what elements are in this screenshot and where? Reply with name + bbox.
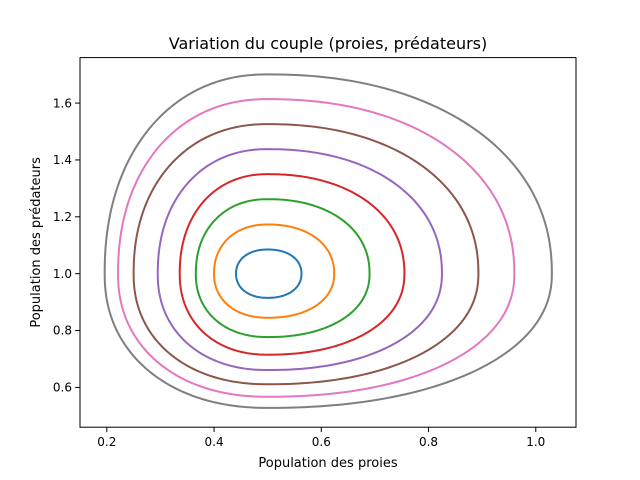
orbit-curve-4	[178, 173, 406, 356]
x-tick-label: 0.8	[419, 435, 438, 449]
x-tick-label: 0.4	[205, 435, 224, 449]
x-tick-label: 1.0	[526, 435, 545, 449]
orbit-curve-8	[103, 73, 553, 409]
y-axis-label: Population des prédateurs	[29, 157, 44, 328]
y-tick-label: 1.6	[53, 96, 72, 110]
x-axis-ticks: 0.2 0.4 0.6 0.8 1.0	[97, 427, 545, 449]
plot-frame	[79, 57, 577, 428]
y-tick-label: 0.6	[53, 381, 72, 395]
chart-title: Variation du couple (proies, prédateurs)	[169, 34, 488, 53]
y-axis-ticks: 0.6 0.8 1.0 1.2 1.4 1.6	[53, 96, 80, 395]
orbit-curve-3	[194, 198, 371, 339]
y-tick-label: 0.8	[53, 324, 72, 338]
orbit-curve-6	[132, 123, 480, 386]
orbit-curve-2	[213, 223, 336, 319]
orbit-curve-5	[156, 148, 443, 372]
curves-layer	[103, 73, 553, 409]
y-tick-label: 1.0	[53, 267, 72, 281]
orbit-curve-7	[117, 98, 516, 398]
x-tick-label: 0.2	[97, 435, 116, 449]
x-axis-label: Population des proies	[258, 456, 397, 471]
y-tick-label: 1.4	[53, 153, 72, 167]
orbit-curve-1	[235, 248, 303, 299]
y-tick-label: 1.2	[53, 210, 72, 224]
x-tick-label: 0.6	[312, 435, 331, 449]
